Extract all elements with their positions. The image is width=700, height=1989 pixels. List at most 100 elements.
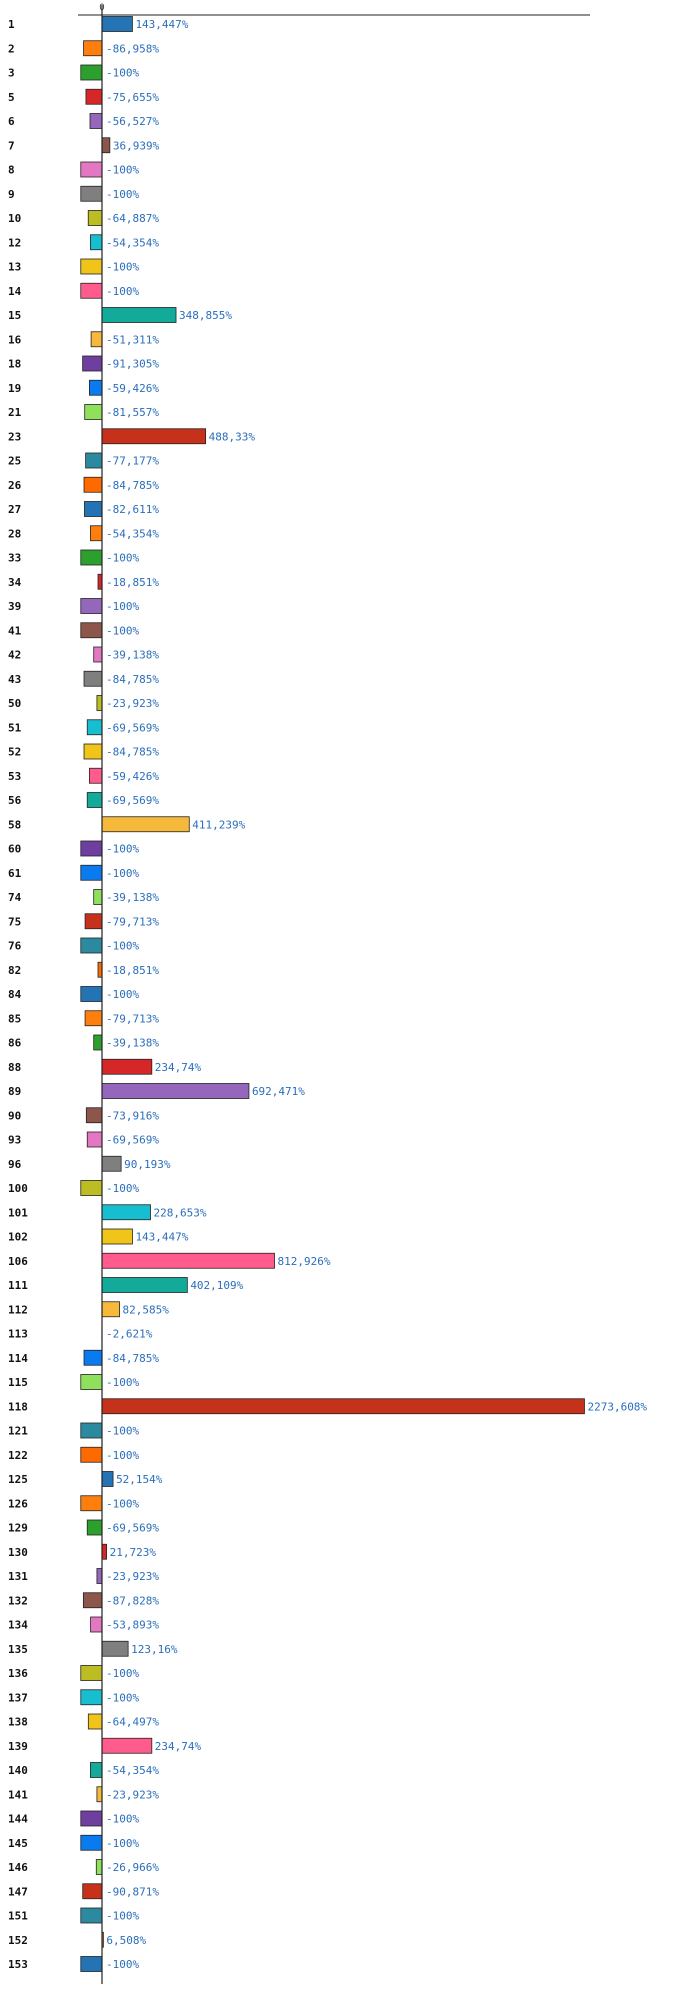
category-label: 28 [8,527,21,540]
category-label: 2 [8,42,15,55]
category-label: 96 [8,1158,22,1171]
value-label: -100% [106,843,139,856]
category-label: 6 [8,115,15,128]
bar [84,913,103,930]
value-label: -39,138% [106,891,159,904]
value-label: 2273,608% [587,1400,647,1413]
bar [101,1228,133,1245]
value-label: 82,585% [123,1303,170,1316]
value-label: -59,426% [106,382,159,395]
bar [101,1204,151,1221]
category-label: 125 [8,1473,28,1486]
category-label: 18 [8,358,21,371]
category-label: 52 [8,746,21,759]
category-label: 41 [8,624,22,637]
bar [89,113,103,129]
category-label: 3 [8,67,15,80]
value-label: -100% [106,624,139,637]
value-label: -86,958% [106,42,159,55]
category-label: 135 [8,1643,28,1656]
value-label: 52,154% [116,1473,163,1486]
category-label: 12 [8,236,21,249]
value-label: -18,851% [106,576,159,589]
bar [80,864,103,881]
bar [101,816,190,833]
bar [80,1422,103,1439]
value-label: -51,311% [106,333,159,346]
bar [83,476,103,493]
bar [80,986,103,1002]
value-label: -69,569% [106,794,159,807]
category-label: 140 [8,1764,28,1777]
value-label: -100% [106,164,139,177]
bar [101,1737,153,1754]
value-label: -53,893% [106,1619,159,1632]
category-label: 33 [8,552,21,565]
category-label: 134 [8,1619,28,1632]
bar [87,1713,103,1730]
bar [80,161,103,178]
category-label: 61 [8,867,22,880]
value-label: -100% [106,1813,139,1826]
category-label: 15 [8,309,21,322]
bar [101,307,177,323]
category-label: 19 [8,382,21,395]
value-label: -54,354% [106,236,159,249]
category-label: 23 [8,430,21,443]
bar [80,1495,103,1512]
category-label: 112 [8,1303,28,1316]
bar [93,889,103,905]
category-label: 60 [8,843,21,856]
value-label: -84,785% [106,1352,159,1365]
value-label: -100% [106,1449,139,1462]
category-label: 113 [8,1328,28,1341]
bar [80,185,103,202]
value-label: -82,611% [106,503,159,516]
category-label: 7 [8,139,15,152]
bar [84,1010,103,1027]
bar [88,767,103,784]
value-label: -64,497% [106,1716,159,1729]
bar [83,40,103,57]
value-label: -100% [106,1376,139,1389]
bar [82,1592,103,1609]
category-label: 25 [8,455,21,468]
category-label: 50 [8,697,21,710]
category-label: 126 [8,1497,28,1510]
value-label: -77,177% [106,455,159,468]
value-label: 812,926% [278,1255,331,1268]
bar [85,88,103,105]
category-label: 129 [8,1522,28,1535]
value-label: -100% [106,67,139,80]
value-label: -100% [106,552,139,565]
bar [93,646,103,663]
category-label: 118 [8,1400,28,1413]
category-label: 9 [8,188,15,201]
category-label: 84 [8,988,22,1001]
bar [88,379,103,396]
category-label: 115 [8,1376,28,1389]
bar [101,1301,120,1318]
category-label: 1 [8,18,15,31]
value-label: -100% [106,1667,139,1680]
category-label: 89 [8,1085,21,1098]
value-label: -56,527% [106,115,159,128]
bar [83,1349,103,1366]
bar [101,1083,250,1099]
value-label: 402,109% [190,1279,243,1292]
bar [90,1616,103,1633]
bar [90,525,103,542]
bar [80,1665,103,1681]
value-label: -75,655% [106,91,159,104]
category-label: 130 [8,1546,28,1559]
value-label: -100% [106,285,139,298]
value-label: -69,569% [106,1522,159,1535]
value-label: -100% [106,261,139,274]
bar [96,1568,103,1584]
category-label: 58 [8,818,21,831]
category-label: 5 [8,91,15,104]
category-label: 10 [8,212,21,225]
category-label: 8 [8,164,15,177]
